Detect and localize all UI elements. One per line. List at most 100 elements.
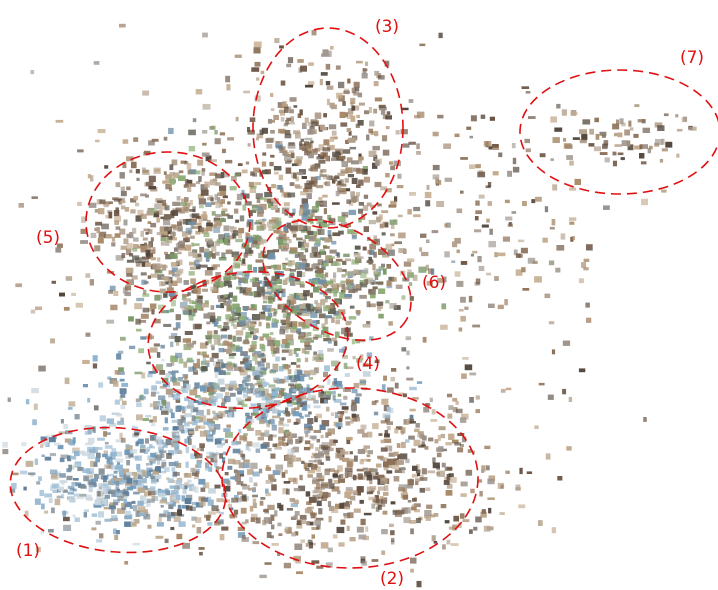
thumbnail xyxy=(621,157,625,160)
thumbnail xyxy=(321,72,328,76)
thumbnail xyxy=(501,485,504,489)
thumbnail xyxy=(99,468,105,474)
thumbnail xyxy=(376,499,383,503)
thumbnail xyxy=(327,433,331,437)
thumbnail xyxy=(285,365,290,369)
thumbnail xyxy=(148,491,156,495)
thumbnail xyxy=(290,379,297,382)
thumbnail xyxy=(82,452,88,457)
thumbnail xyxy=(212,411,215,414)
thumbnail xyxy=(300,539,305,543)
thumbnail xyxy=(505,471,509,474)
thumbnail xyxy=(408,436,415,440)
thumbnail xyxy=(250,225,253,230)
thumbnail xyxy=(396,285,403,289)
thumbnail xyxy=(357,527,364,533)
thumbnail xyxy=(116,353,121,359)
thumbnail xyxy=(164,252,168,255)
thumbnail xyxy=(140,231,144,237)
thumbnail xyxy=(151,479,157,484)
thumbnail xyxy=(139,320,146,323)
thumbnail xyxy=(51,508,55,514)
thumbnail xyxy=(177,451,182,454)
thumbnail xyxy=(170,342,173,348)
thumbnail xyxy=(161,505,164,508)
thumbnail xyxy=(184,280,189,285)
thumbnail xyxy=(71,293,76,296)
thumbnail xyxy=(324,237,329,242)
thumbnail xyxy=(327,348,334,352)
thumbnail xyxy=(275,357,280,362)
thumbnail xyxy=(221,335,227,339)
thumbnail xyxy=(279,329,285,334)
thumbnail xyxy=(327,288,332,291)
thumbnail xyxy=(602,144,608,149)
thumbnail xyxy=(256,259,264,262)
thumbnail xyxy=(397,443,401,448)
thumbnail xyxy=(250,292,257,297)
thumbnail xyxy=(284,563,291,569)
thumbnail xyxy=(425,200,430,206)
thumbnail xyxy=(177,509,182,515)
thumbnail xyxy=(337,253,340,258)
thumbnail xyxy=(315,113,322,119)
thumbnail xyxy=(320,249,326,255)
thumbnail xyxy=(242,326,246,330)
thumbnail xyxy=(126,268,134,273)
thumbnail xyxy=(640,144,648,149)
thumbnail xyxy=(270,130,275,134)
thumbnail xyxy=(482,225,489,228)
thumbnail xyxy=(325,273,328,278)
cluster-label: (7) xyxy=(680,48,704,68)
thumbnail xyxy=(320,425,326,430)
thumbnail xyxy=(153,437,156,440)
thumbnail xyxy=(324,399,327,403)
thumbnail xyxy=(98,129,106,133)
thumbnail xyxy=(215,252,220,256)
thumbnail xyxy=(115,370,120,375)
thumbnail xyxy=(528,116,536,119)
thumbnail xyxy=(124,299,127,305)
thumbnail xyxy=(340,503,345,509)
thumbnail xyxy=(412,449,416,453)
thumbnail xyxy=(383,376,387,381)
thumbnail xyxy=(531,199,535,203)
thumbnail xyxy=(146,182,154,186)
thumbnail xyxy=(409,387,417,390)
thumbnail xyxy=(442,463,446,468)
thumbnail xyxy=(89,203,97,208)
thumbnail xyxy=(479,491,482,497)
thumbnail xyxy=(437,471,445,477)
thumbnail xyxy=(187,163,192,169)
thumbnail xyxy=(312,534,316,538)
thumbnail xyxy=(115,400,120,405)
thumbnail xyxy=(419,44,425,47)
thumbnail xyxy=(387,280,392,286)
thumbnail xyxy=(265,138,273,143)
thumbnail xyxy=(425,446,429,450)
thumbnail xyxy=(282,264,285,270)
thumbnail xyxy=(236,330,244,335)
thumbnail xyxy=(549,261,554,266)
thumbnail xyxy=(460,191,464,194)
thumbnail xyxy=(420,488,425,493)
thumbnail xyxy=(305,414,310,417)
thumbnail xyxy=(197,223,201,226)
thumbnail xyxy=(305,248,308,252)
thumbnail xyxy=(97,491,101,497)
thumbnail xyxy=(421,252,428,256)
thumbnail xyxy=(245,413,250,417)
thumbnail xyxy=(382,135,387,141)
thumbnail xyxy=(198,397,202,402)
thumbnail xyxy=(286,411,290,416)
thumbnail xyxy=(490,117,495,121)
thumbnail xyxy=(178,252,182,255)
thumbnail xyxy=(622,140,629,146)
thumbnail xyxy=(345,259,351,262)
thumbnail xyxy=(410,569,414,573)
thumbnail xyxy=(278,129,285,134)
thumbnail xyxy=(488,508,491,514)
thumbnail xyxy=(461,261,467,265)
thumbnail xyxy=(333,475,341,478)
thumbnail xyxy=(257,207,262,210)
